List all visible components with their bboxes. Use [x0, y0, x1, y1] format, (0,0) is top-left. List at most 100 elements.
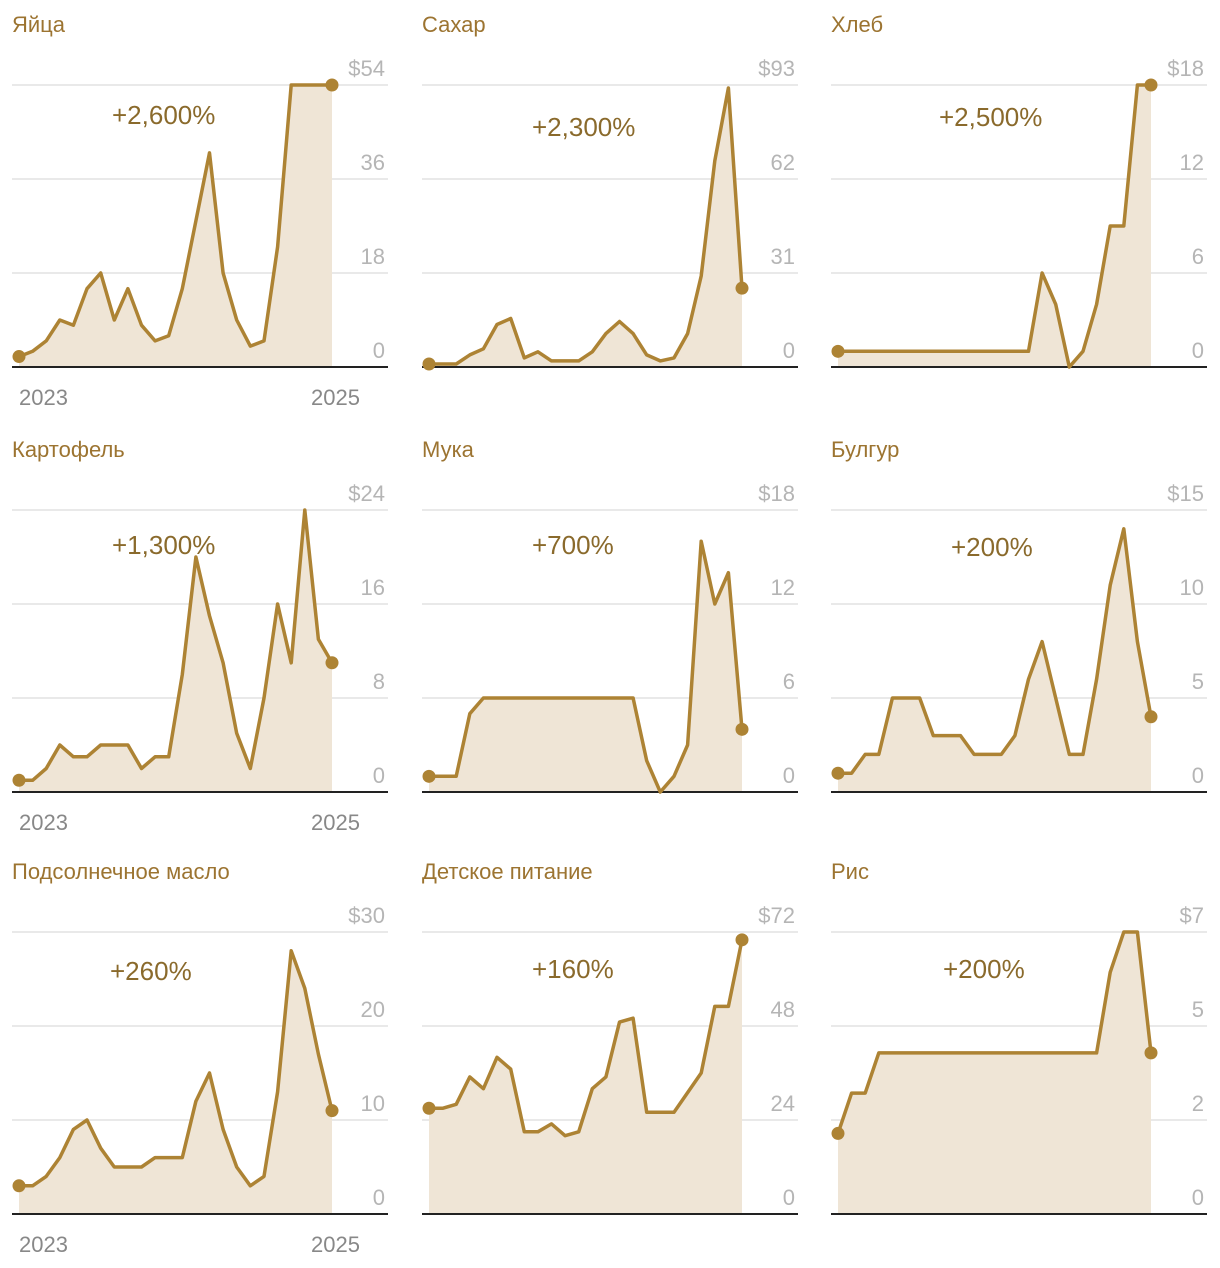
chart-svg: 0 18 36 $54 +2,600% 2023 2025 — [12, 56, 388, 410]
y-tick-label: 0 — [783, 763, 795, 788]
end-point — [735, 933, 749, 947]
chart-panel: Картофель 0 8 16 $24 +1,300% 2023 2025 — [12, 425, 392, 845]
y-tick-label: 0 — [783, 1185, 795, 1210]
chart-svg: 0 24 48 $72 +160% — [422, 903, 798, 1215]
y-tick-label: 0 — [783, 338, 795, 363]
x-label-start: 2023 — [19, 385, 68, 410]
start-point — [422, 1101, 436, 1115]
series-area — [429, 939, 742, 1214]
change-annotation: +200% — [943, 954, 1025, 984]
chart-title: Хлеб — [831, 12, 884, 37]
y-tick-label: 2 — [1192, 1091, 1204, 1116]
series-line — [19, 508, 334, 783]
chart-title: Рис — [831, 859, 869, 884]
chart-svg: 0 2 5 $7 +200% — [831, 903, 1207, 1215]
x-label-end: 2025 — [311, 810, 360, 835]
series-line — [429, 86, 744, 366]
y-tick-label: 48 — [771, 997, 795, 1022]
series-line — [429, 939, 744, 1138]
series-line — [836, 930, 1153, 1134]
change-annotation: +700% — [532, 530, 614, 560]
start-point — [12, 350, 26, 364]
chart-title: Булгур — [831, 437, 900, 462]
start-point — [831, 344, 845, 358]
y-tick-label: $93 — [758, 56, 795, 81]
chart-panel: Яйца 0 18 36 $54 +2,600% 2023 2025 — [12, 0, 392, 420]
y-tick-label: 10 — [361, 1091, 385, 1116]
y-tick-label: 20 — [361, 997, 385, 1022]
end-point — [325, 1104, 339, 1118]
chart-svg: 0 6 12 $18 +700% — [422, 481, 798, 794]
start-point — [422, 357, 436, 371]
y-tick-label: 0 — [373, 763, 385, 788]
chart-panel: Мука 0 6 12 $18 +700% — [422, 425, 802, 845]
series-line — [838, 527, 1153, 775]
y-tick-label: $72 — [758, 903, 795, 928]
y-tick-label: 24 — [771, 1091, 795, 1116]
series-line — [429, 539, 744, 794]
chart-panel: Детское питание 0 24 48 $72 +160% — [422, 847, 802, 1267]
chart-title: Картофель — [12, 437, 125, 462]
series-area — [838, 85, 1151, 367]
x-label-end: 2025 — [311, 385, 360, 410]
y-tick-label: 0 — [1192, 763, 1204, 788]
chart-title: Сахар — [422, 12, 486, 37]
start-point — [831, 766, 845, 780]
series-area — [19, 950, 332, 1214]
start-point — [12, 773, 26, 787]
y-tick-label: 16 — [361, 575, 385, 600]
y-tick-label: 12 — [1180, 150, 1204, 175]
y-tick-label: 10 — [1180, 575, 1204, 600]
chart-panel: Хлеб 0 6 12 $18 +2,500% — [831, 0, 1211, 420]
series-line — [838, 83, 1151, 369]
y-tick-label: 12 — [771, 575, 795, 600]
change-annotation: +2,300% — [532, 112, 635, 142]
series-area — [429, 88, 742, 367]
end-point — [1144, 710, 1158, 724]
y-tick-label: 36 — [361, 150, 385, 175]
change-annotation: +2,500% — [939, 102, 1042, 132]
chart-title: Мука — [422, 437, 474, 462]
change-annotation: +1,300% — [112, 530, 215, 560]
chart-svg: 0 8 16 $24 +1,300% 2023 2025 — [12, 481, 388, 835]
y-tick-label: $54 — [348, 56, 385, 81]
y-tick-label: 0 — [373, 1185, 385, 1210]
y-tick-label: 8 — [373, 669, 385, 694]
x-label-start: 2023 — [19, 1232, 68, 1257]
chart-panel: Рис 0 2 5 $7 +200% — [831, 847, 1211, 1267]
change-annotation: +200% — [951, 532, 1033, 562]
end-point — [1144, 78, 1158, 92]
y-tick-label: 6 — [1192, 244, 1204, 269]
chart-title: Детское питание — [422, 859, 593, 884]
end-point — [1144, 1046, 1158, 1060]
x-label-start: 2023 — [19, 810, 68, 835]
y-tick-label: 0 — [1192, 1185, 1204, 1210]
start-point — [12, 1179, 26, 1193]
end-point — [735, 281, 749, 295]
chart-panel: Подсолнечное масло 0 10 20 $30 +260% 2023 2025 — [12, 847, 392, 1267]
chart-title: Подсолнечное масло — [12, 859, 230, 884]
x-label-end: 2025 — [311, 1232, 360, 1257]
y-tick-label: $18 — [1167, 56, 1204, 81]
y-tick-label: $24 — [348, 481, 385, 506]
chart-svg: 0 31 62 $93 +2,300% — [422, 56, 798, 371]
series-area — [838, 528, 1151, 792]
y-tick-label: $18 — [758, 481, 795, 506]
y-tick-label: 5 — [1192, 997, 1204, 1022]
chart-svg: 0 10 20 $30 +260% 2023 2025 — [12, 903, 388, 1257]
chart-title: Яйца — [12, 12, 66, 37]
y-tick-label: 31 — [771, 244, 795, 269]
series-line — [19, 949, 334, 1188]
y-tick-label: $15 — [1167, 481, 1204, 506]
y-tick-label: 6 — [783, 669, 795, 694]
change-annotation: +2,600% — [112, 100, 215, 130]
end-point — [325, 656, 339, 670]
end-point — [735, 722, 749, 736]
y-tick-label: 62 — [771, 150, 795, 175]
y-tick-label: 18 — [361, 244, 385, 269]
series-area — [838, 932, 1151, 1214]
y-tick-label: 0 — [1192, 338, 1204, 363]
y-tick-label: 5 — [1192, 669, 1204, 694]
chart-svg: 0 5 10 $15 +200% — [831, 481, 1207, 793]
chart-panel: Сахар 0 31 62 $93 +2,300% — [422, 0, 802, 420]
